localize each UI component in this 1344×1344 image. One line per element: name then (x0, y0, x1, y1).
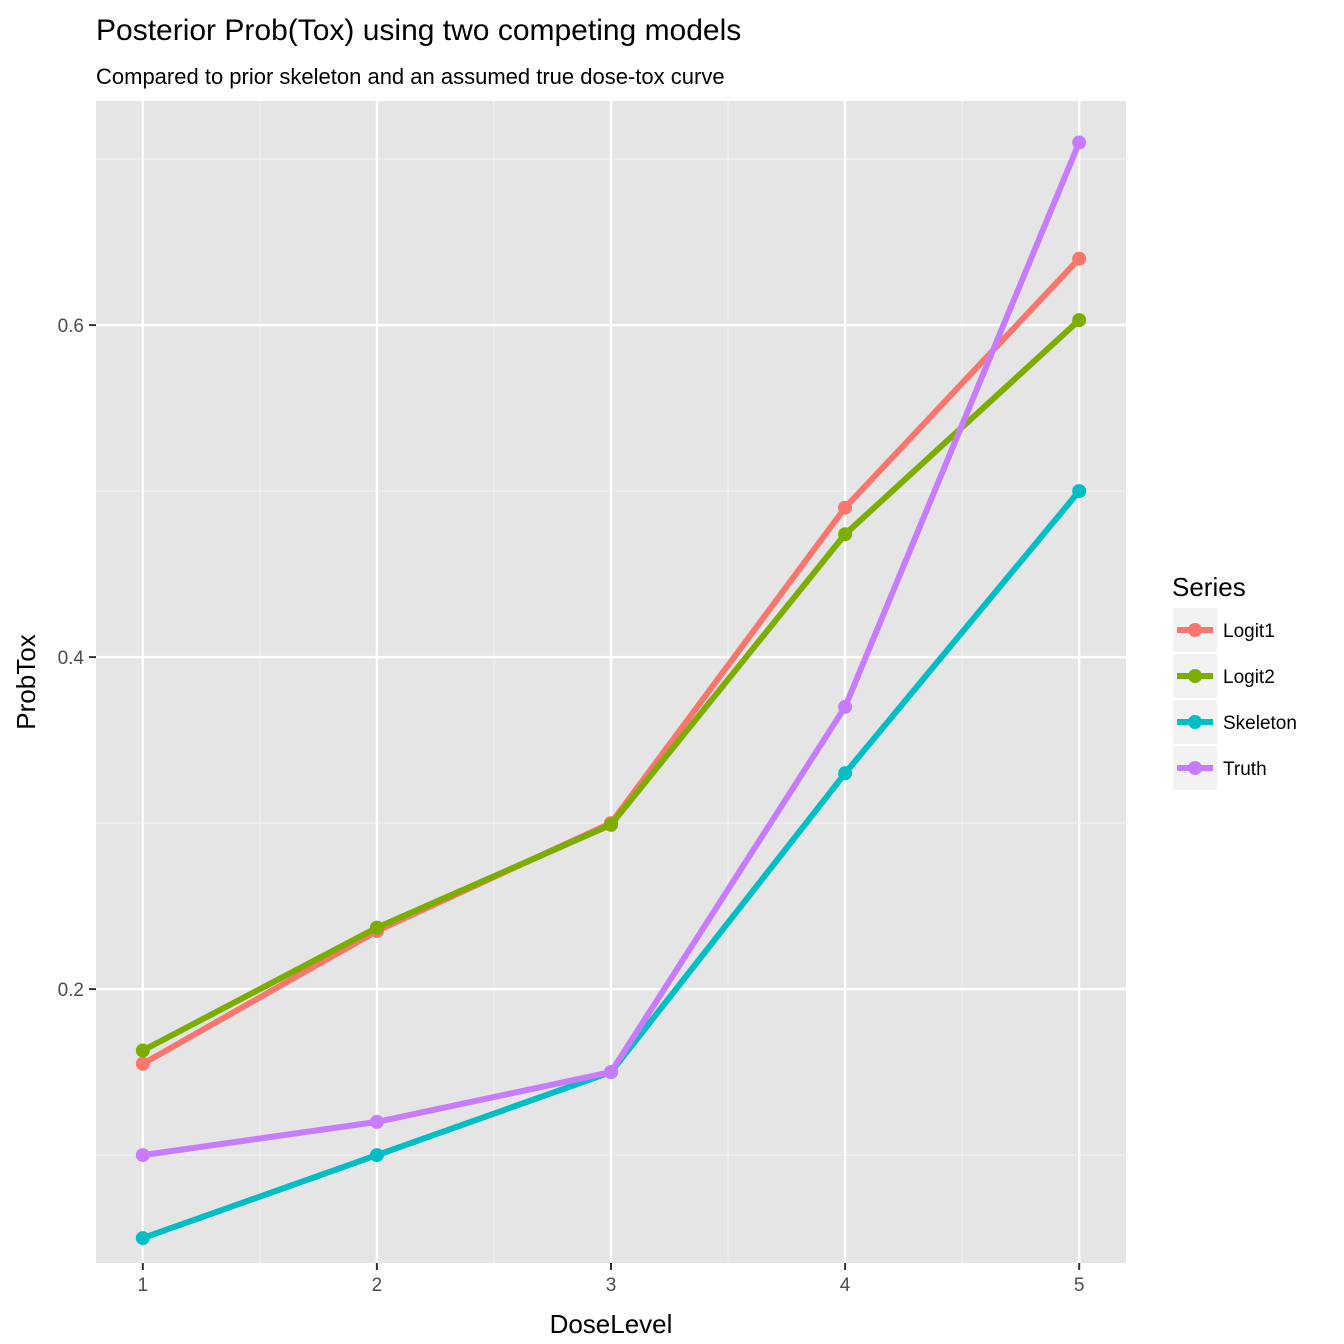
data-point-skeleton (135, 1231, 150, 1246)
x-tick-label: 1 (138, 1275, 149, 1296)
x-tick-label: 5 (1074, 1275, 1085, 1296)
legend-key-point (1188, 669, 1202, 683)
data-point-logit1 (838, 500, 853, 515)
y-tick-label: 0.4 (58, 648, 85, 669)
series-logit2 (135, 313, 1087, 1058)
x-tick-label: 4 (840, 1275, 851, 1296)
legend-title: Series (1172, 572, 1246, 602)
series-layer (135, 135, 1087, 1246)
data-point-truth (838, 699, 853, 714)
data-point-skeleton (838, 766, 853, 781)
chart-subtitle: Compared to prior skeleton and an assume… (96, 64, 725, 89)
y-tick-label: 0.2 (58, 980, 84, 1001)
data-point-logit1 (1072, 251, 1087, 266)
data-point-logit2 (369, 920, 384, 935)
legend-key-point (1188, 715, 1202, 729)
legend-item-logit1: Logit1 (1173, 608, 1275, 652)
data-point-logit2 (604, 817, 618, 832)
data-point-truth (369, 1114, 384, 1129)
data-point-skeleton (1072, 484, 1087, 499)
data-point-truth (135, 1148, 150, 1163)
legend-key-point (1188, 761, 1202, 775)
legend-label: Skeleton (1223, 713, 1297, 734)
legend-item-logit2: Logit2 (1173, 654, 1275, 698)
x-axis-title: DoseLevel (550, 1309, 673, 1339)
data-point-logit2 (838, 527, 853, 542)
legend: Series Logit1 Logit2 Skeleton Truth (1172, 572, 1297, 790)
chart-title: Posterior Prob(Tox) using two competing … (96, 14, 741, 47)
legend-key-point (1188, 623, 1202, 637)
legend-label: Logit1 (1223, 621, 1275, 642)
data-point-logit2 (135, 1043, 150, 1058)
x-tick-label: 2 (372, 1275, 383, 1296)
axes: 1 2 3 4 5 0.2 0.4 0.6 (58, 316, 1085, 1296)
data-point-logit1 (135, 1056, 150, 1071)
data-point-truth (1072, 135, 1087, 150)
legend-item-truth: Truth (1173, 746, 1267, 790)
legend-label: Truth (1223, 759, 1267, 780)
x-tick-label: 3 (606, 1275, 617, 1296)
data-point-truth (604, 1065, 618, 1080)
legend-item-skeleton: Skeleton (1173, 700, 1297, 744)
data-point-logit2 (1072, 313, 1087, 328)
legend-label: Logit2 (1223, 667, 1275, 688)
series-truth (135, 135, 1087, 1163)
y-tick-label: 0.6 (58, 316, 84, 337)
data-point-skeleton (369, 1148, 384, 1163)
y-axis-title: ProbTox (11, 634, 41, 729)
